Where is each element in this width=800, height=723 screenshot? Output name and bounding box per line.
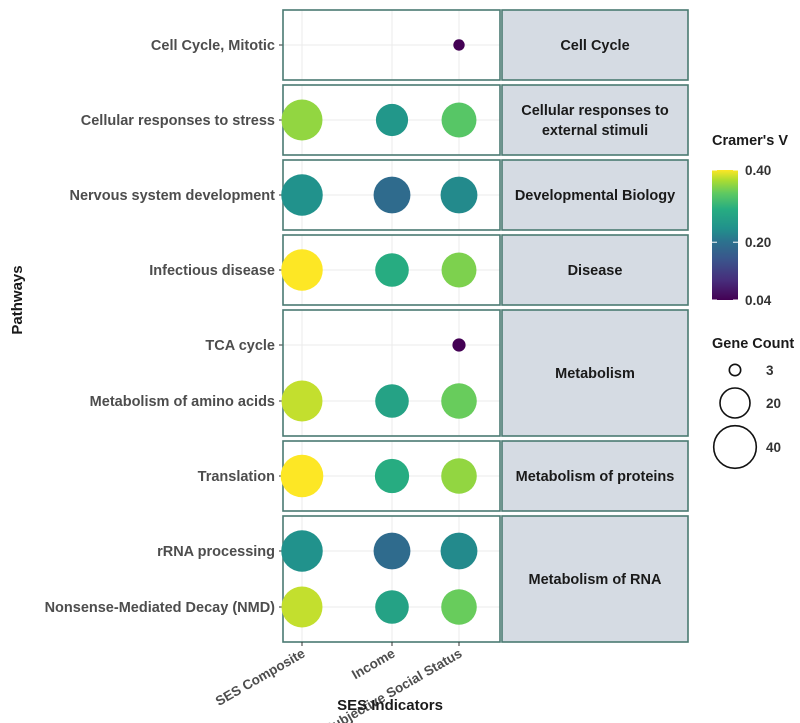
panel-disease: Infectious disease Disease [149, 234, 689, 306]
strip-label: Developmental Biology [515, 188, 675, 204]
panel-metabolism-of-rna: rRNA processing Nonsense-Mediated Decay (… [45, 515, 689, 643]
strip-label: Cell Cycle [560, 38, 629, 54]
y-tick-label: Nervous system development [70, 188, 276, 204]
panel-cellular-responses-to-external-stimuli: Cellular responses to stress Cellular res… [81, 84, 689, 156]
point-infectious-disease-subjective-social-status [441, 252, 477, 288]
point-rrna-processing-ses-composite [281, 530, 323, 572]
color-legend-tick-label: 0.20 [745, 235, 771, 250]
y-tick-label: Cellular responses to stress [81, 113, 275, 129]
strip-background [501, 440, 689, 512]
panels-layer: Cell Cycle, Mitotic Cell Cycle Cellular re… [45, 9, 689, 643]
strip-background [501, 515, 689, 643]
color-legend-ticks: 0.40 0.20 0.04 [712, 163, 772, 308]
color-legend-title: Cramer's V [712, 133, 788, 149]
size-legend: Gene Count 3 20 40 [712, 336, 794, 470]
point-nervous-system-development-ses-composite [281, 174, 323, 216]
size-legend-circle [712, 424, 758, 470]
strip-background [501, 159, 689, 231]
point-nervous-system-development-subjective-social-status [440, 176, 478, 214]
points-layer [280, 39, 478, 628]
strip-background [501, 9, 689, 81]
strip-background [501, 84, 689, 156]
y-tick-label: Cell Cycle, Mitotic [151, 38, 275, 54]
y-tick-label: rRNA processing [157, 544, 275, 560]
point-translation-ses-composite [280, 454, 324, 498]
y-tick-label: Nonsense-Mediated Decay (NMD) [45, 600, 276, 616]
color-legend-tick-label: 0.40 [745, 163, 771, 178]
strip-background [501, 234, 689, 306]
point-metabolism-of-amino-acids-income [375, 384, 409, 418]
strip-background [501, 309, 689, 437]
strip-label: Metabolism of RNA [529, 572, 662, 588]
y-tick-label: Translation [198, 469, 275, 485]
point-cellular-responses-to-stress-ses-composite [281, 99, 323, 141]
panel-cell-cycle: Cell Cycle, Mitotic Cell Cycle [151, 9, 689, 81]
point-infectious-disease-ses-composite [281, 249, 323, 291]
point-rrna-processing-subjective-social-status [440, 532, 478, 570]
size-legend-items: 3 20 40 [712, 363, 781, 470]
size-legend-title: Gene Count [712, 336, 794, 352]
strip-label: Metabolism [555, 366, 635, 382]
point-cell-cycle-mitotic-subjective-social-status [453, 39, 465, 51]
point-translation-subjective-social-status [441, 458, 477, 494]
point-nonsense-mediated-decay-nmd-subjective-social-status [441, 589, 477, 625]
point-nervous-system-development-income [373, 176, 411, 214]
point-infectious-disease-income [375, 253, 409, 287]
point-metabolism-of-amino-acids-subjective-social-status [441, 383, 477, 419]
point-cellular-responses-to-stress-income [375, 103, 409, 137]
size-legend-circle [719, 387, 751, 419]
x-axis-title: SES Indicators [337, 697, 443, 714]
strip-label: external stimuli [542, 123, 648, 139]
strip-label: Disease [568, 263, 623, 279]
point-metabolism-of-amino-acids-ses-composite [281, 380, 323, 422]
point-translation-income [374, 458, 410, 494]
size-legend-label: 40 [766, 440, 781, 455]
y-axis-title: Pathways [9, 265, 26, 334]
panel-border [282, 309, 501, 437]
y-tick-label: TCA cycle [205, 338, 275, 354]
size-legend-label: 3 [766, 363, 774, 378]
point-cellular-responses-to-stress-subjective-social-status [441, 102, 477, 138]
y-tick-label: Metabolism of amino acids [90, 394, 275, 410]
point-tca-cycle-subjective-social-status [452, 338, 466, 352]
size-legend-label: 20 [766, 396, 781, 411]
point-nonsense-mediated-decay-nmd-income [375, 590, 409, 624]
x-tick-label: SES Composite [213, 645, 308, 708]
strip-label: Metabolism of proteins [516, 469, 675, 485]
color-legend: Cramer's V 0.40 0.20 0.04 [712, 133, 788, 308]
color-legend-tick-label: 0.04 [745, 293, 772, 308]
strip-label: Cellular responses to [521, 103, 669, 119]
color-legend-bar [712, 170, 738, 300]
y-tick-label: Infectious disease [149, 263, 275, 279]
point-rrna-processing-income [373, 532, 411, 570]
point-nonsense-mediated-decay-nmd-ses-composite [281, 586, 323, 628]
x-tick-label: Income [349, 645, 398, 682]
panel-border [282, 9, 501, 81]
size-legend-circle [728, 363, 742, 377]
